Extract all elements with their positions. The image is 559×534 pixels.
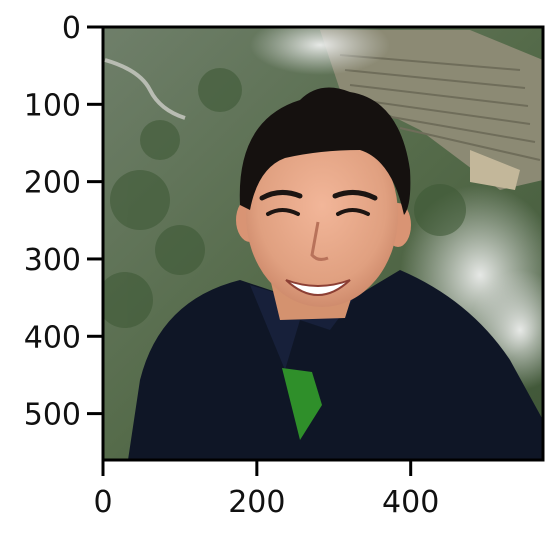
y-tick-label: 400 xyxy=(24,320,81,355)
x-tick-label: 400 xyxy=(382,485,439,520)
photo xyxy=(103,27,543,460)
x-tick-label: 200 xyxy=(228,485,285,520)
y-tick-label: 200 xyxy=(24,166,81,201)
person xyxy=(128,87,543,460)
left-eyebrow xyxy=(259,190,303,201)
right-eye xyxy=(336,208,370,216)
green-undershirt xyxy=(282,368,322,440)
y-axis: 0 100 200 300 400 500 xyxy=(24,11,103,433)
mist-cloud-top xyxy=(250,27,390,75)
y-tick-label: 0 xyxy=(62,11,81,46)
y-tick-label: 500 xyxy=(24,398,81,433)
nose xyxy=(310,221,329,261)
x-axis: 0 200 400 xyxy=(93,460,439,520)
hair xyxy=(239,87,411,215)
face xyxy=(246,123,398,307)
axes-frame xyxy=(101,25,545,462)
x-tick-label: 0 xyxy=(93,485,112,520)
left-eye xyxy=(266,208,300,216)
right-eyebrow xyxy=(332,190,378,201)
winding-road xyxy=(104,58,186,120)
forest-texture xyxy=(103,68,466,328)
shirt xyxy=(128,270,543,460)
y-tick-label: 100 xyxy=(24,88,81,123)
y-tick-label: 300 xyxy=(24,243,81,278)
smile xyxy=(285,279,351,296)
